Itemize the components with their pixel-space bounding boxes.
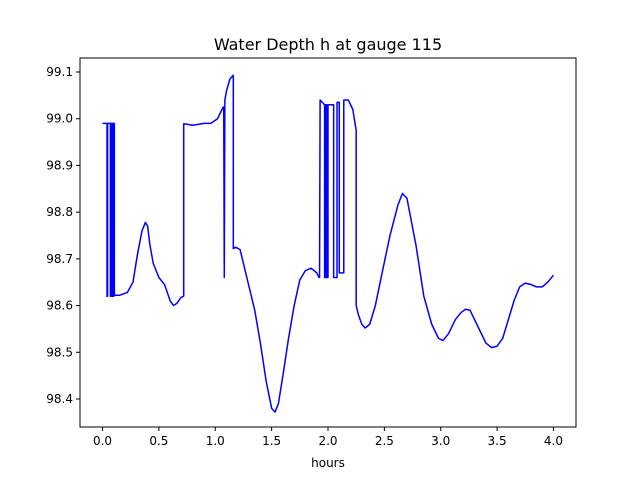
x-tick-label: 3.5 [488, 434, 507, 448]
x-tick-label: 2.0 [318, 434, 337, 448]
series-line-0 [102, 74, 555, 413]
y-tick-label: 99.1 [46, 65, 73, 79]
y-tick-label: 98.4 [46, 392, 73, 406]
y-tick-label: 98.7 [46, 252, 73, 266]
x-tick-label: 4.0 [544, 434, 563, 448]
plot-frame [79, 57, 577, 428]
y-tick-label: 98.8 [46, 205, 73, 219]
chart-title: Water Depth h at gauge 115 [214, 35, 442, 54]
y-tick-label: 99.0 [46, 112, 73, 126]
y-tick-label: 98.9 [46, 158, 73, 172]
x-tick-label: 1.0 [206, 434, 225, 448]
x-tick-label: 3.0 [431, 434, 450, 448]
y-tick-label: 98.6 [46, 299, 73, 313]
x-tick-label: 1.5 [262, 434, 281, 448]
y-tick-label: 98.5 [46, 345, 73, 359]
x-tick-label: 0.0 [93, 434, 112, 448]
x-tick-label: 0.5 [149, 434, 168, 448]
x-tick-label: 2.5 [375, 434, 394, 448]
x-axis-label: hours [311, 456, 345, 470]
